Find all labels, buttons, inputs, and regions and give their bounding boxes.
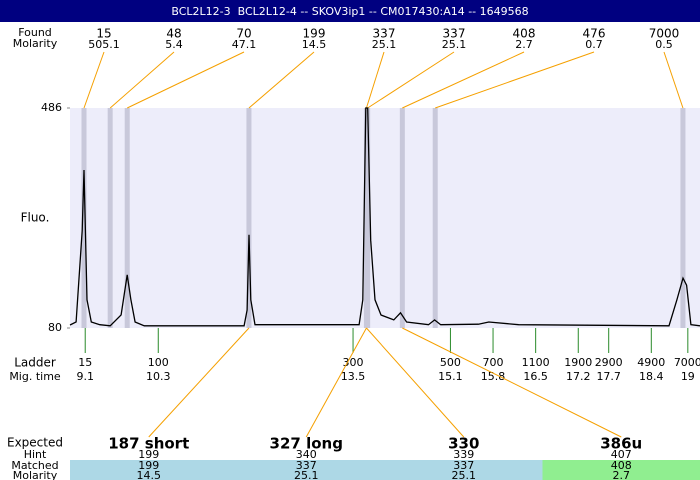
- ladder-time: 17.7: [596, 370, 621, 383]
- expected-cell: [70, 460, 228, 480]
- expected-molarity: 25.1: [452, 469, 477, 480]
- peak-size: 337: [373, 27, 396, 41]
- expected-connector: [305, 327, 367, 438]
- matched: 337: [453, 459, 474, 472]
- expected-cell: [227, 460, 385, 480]
- ladder-time: 13.5: [341, 370, 366, 383]
- peak-connector: [127, 51, 245, 109]
- mig-time-label: Mig. time: [9, 370, 61, 383]
- peak-size: 408: [513, 27, 536, 41]
- peak-connector: [402, 51, 525, 109]
- peak-connector: [109, 51, 175, 109]
- ladder-size: 15: [78, 356, 92, 369]
- matched: 199: [138, 459, 159, 472]
- matched: 337: [296, 459, 317, 472]
- expected-connector: [402, 327, 622, 438]
- peak-size: 15: [96, 27, 111, 41]
- expected-label: Expected: [7, 436, 63, 450]
- ladder-size: 100: [148, 356, 169, 369]
- expected-name: 386u: [600, 435, 642, 453]
- peak-size: 199: [303, 27, 326, 41]
- expected-molarity: 14.5: [137, 469, 162, 480]
- peak-size: 70: [236, 27, 251, 41]
- peak-molarity: 2.7: [515, 38, 533, 51]
- expected-connector: [366, 327, 465, 438]
- matched: 408: [611, 459, 632, 472]
- hint: 339: [453, 448, 474, 461]
- peak-molarity: 5.4: [165, 38, 183, 51]
- ladder-size: 4900: [637, 356, 665, 369]
- peak-band: [399, 108, 405, 328]
- expected-name: 187 short: [108, 435, 189, 453]
- ladder-time: 16.5: [523, 370, 548, 383]
- expected-connector: [148, 327, 250, 438]
- peak-molarity: 0.7: [585, 38, 603, 51]
- hint: 407: [611, 448, 632, 461]
- peak-band: [680, 108, 686, 328]
- expected-name: 327 long: [270, 435, 343, 453]
- hint-label: Hint: [24, 448, 47, 461]
- peak-molarity: 25.1: [372, 38, 397, 51]
- ladder-size: 700: [483, 356, 504, 369]
- ladder-time: 19: [681, 370, 695, 383]
- molarity-label: Molarity: [13, 37, 58, 50]
- y-tick-label: 80: [48, 321, 62, 334]
- plot-area: [70, 108, 700, 328]
- expected-molarity-label: Molarity: [13, 469, 58, 480]
- peak-size: 337: [443, 27, 466, 41]
- peak-band: [246, 108, 252, 328]
- peak-size: 7000: [649, 27, 680, 41]
- peak-molarity: 14.5: [302, 38, 327, 51]
- peak-molarity: 0.5: [655, 38, 673, 51]
- peak-connector: [83, 51, 105, 109]
- peak-connector: [365, 51, 385, 109]
- ladder-time: 15.1: [438, 370, 463, 383]
- peak-size: 476: [583, 27, 606, 41]
- peak-connector: [248, 51, 315, 109]
- hint: 199: [138, 448, 159, 461]
- ladder-size: 1100: [522, 356, 550, 369]
- peak-molarity: 25.1: [442, 38, 467, 51]
- y-label: Fluo.: [21, 211, 50, 225]
- found-label: Found: [18, 26, 52, 39]
- peak-connector: [663, 51, 684, 109]
- expected-cell: [385, 460, 543, 480]
- peak-size: 48: [166, 27, 181, 41]
- peak-band: [81, 108, 87, 328]
- ladder-size: 300: [343, 356, 364, 369]
- peak-band: [432, 108, 438, 328]
- ladder-time: 18.4: [639, 370, 664, 383]
- expected-molarity: 25.1: [294, 469, 319, 480]
- ladder-size: 7000: [674, 356, 700, 369]
- trace: [69, 107, 700, 327]
- ladder-time: 15.8: [481, 370, 506, 383]
- y-tick-label: 486: [41, 101, 62, 114]
- ladder-size: 500: [440, 356, 461, 369]
- peak-band: [124, 108, 130, 328]
- hint: 340: [296, 448, 317, 461]
- peak-connector: [435, 51, 595, 109]
- peak-band: [365, 108, 371, 328]
- expected-name: 330: [448, 435, 479, 453]
- peak-molarity: 47.1: [232, 38, 257, 51]
- ladder-time: 9.1: [76, 370, 94, 383]
- ladder-time: 17.2: [566, 370, 591, 383]
- ladder-time: 10.3: [146, 370, 171, 383]
- expected-molarity: 2.7: [613, 469, 631, 480]
- expected-cell: [542, 460, 700, 480]
- title-bar: [0, 0, 700, 22]
- peak-connector: [367, 51, 455, 109]
- peak-band: [107, 108, 113, 328]
- title: BCL2L12-3 BCL2L12-4 -- SKOV3ip1 -- CM017…: [171, 5, 528, 18]
- matched-label: Matched: [11, 459, 58, 472]
- ladder-size: 1900: [564, 356, 592, 369]
- ladder-size: 2900: [595, 356, 623, 369]
- ladder-label: Ladder: [14, 356, 56, 370]
- peak-molarity: 505.1: [88, 38, 120, 51]
